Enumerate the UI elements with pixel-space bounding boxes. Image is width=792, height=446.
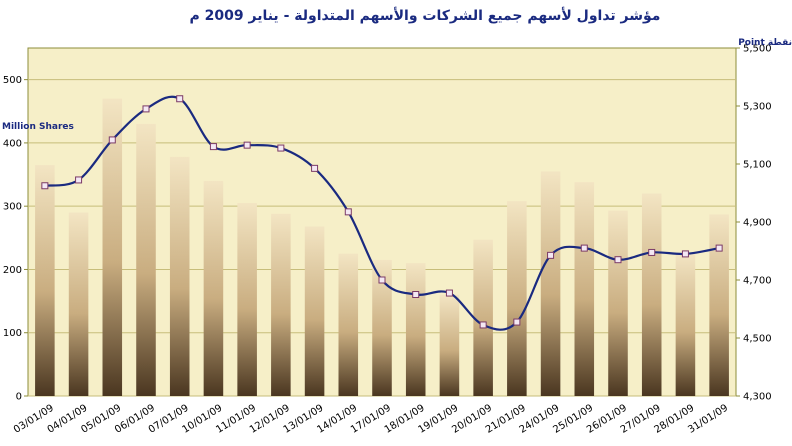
bar <box>338 253 359 396</box>
bar <box>237 203 257 396</box>
bar <box>102 98 123 397</box>
chart-title: مؤشر تداول لأسهم جميع الشركات والأسهم ال… <box>190 7 661 24</box>
line-marker <box>344 208 352 216</box>
bar <box>540 171 561 396</box>
bar <box>169 156 190 396</box>
bar <box>709 214 729 396</box>
left-axis-tick-label: 0 <box>16 392 22 403</box>
line-marker <box>445 289 453 297</box>
bar <box>574 182 595 396</box>
bar <box>507 201 527 396</box>
bar <box>271 213 291 396</box>
left-axis-tick-label: 400 <box>3 138 22 149</box>
line-marker <box>479 321 487 329</box>
right-axis-tick-label: 5,100 <box>743 160 772 171</box>
left-axis-tick-label: 100 <box>3 328 22 339</box>
left-axis-ticks: 0 100 200 300 400 500 <box>3 75 28 403</box>
line-marker <box>580 244 588 252</box>
line-marker <box>75 176 83 184</box>
left-axis-tick-label: 200 <box>3 265 22 276</box>
right-axis-tick-label: 5,500 <box>743 44 772 55</box>
line-marker <box>614 256 622 264</box>
bar <box>439 294 460 396</box>
bar-series <box>35 98 729 397</box>
right-axis-ticks: 4,300 4,500 4,700 4,900 5,100 5,300 5,500 <box>736 44 772 403</box>
line-marker <box>176 95 184 103</box>
line-marker <box>311 164 319 172</box>
line-marker <box>648 248 656 256</box>
line-marker <box>513 318 521 326</box>
left-axis-title: Million Shares <box>2 122 74 132</box>
right-axis-tick-label: 4,300 <box>743 392 772 403</box>
line-marker <box>715 244 723 252</box>
line-marker <box>277 144 285 152</box>
right-axis-tick-label: 4,700 <box>743 276 772 287</box>
bar <box>641 193 662 396</box>
bar <box>405 263 426 396</box>
line-marker <box>412 291 420 298</box>
line-marker <box>41 182 49 190</box>
right-axis-title: Point نقطة <box>738 38 792 48</box>
line-marker <box>209 143 217 151</box>
line-marker <box>108 136 116 144</box>
bar <box>675 253 696 396</box>
line-marker <box>142 105 150 113</box>
bar <box>304 226 325 396</box>
line-marker <box>547 251 555 259</box>
line-marker <box>681 250 689 258</box>
right-axis-tick-label: 5,300 <box>743 102 772 113</box>
x-axis-ticks: 03/01/0904/01/0905/01/0906/01/0907/01/09… <box>12 403 730 436</box>
line-marker <box>378 276 386 284</box>
bar <box>473 239 493 396</box>
bar <box>608 210 628 396</box>
bar <box>35 165 55 396</box>
left-axis-tick-label: 500 <box>3 75 22 86</box>
right-axis-tick-label: 4,900 <box>743 218 772 229</box>
bar <box>203 180 224 396</box>
line-marker <box>243 141 251 149</box>
right-axis-tick-label: 4,500 <box>743 334 772 345</box>
bar <box>136 123 156 396</box>
bar <box>68 212 89 396</box>
left-axis-tick-label: 300 <box>3 202 22 213</box>
bar <box>372 259 392 396</box>
line-markers <box>41 95 723 329</box>
